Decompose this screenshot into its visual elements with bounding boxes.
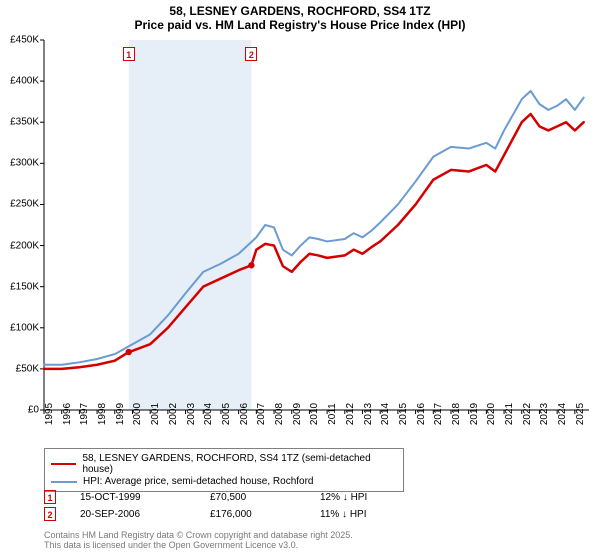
legend-swatch bbox=[51, 481, 77, 483]
sale-row: 2 20-SEP-2006£176,00011% ↓ HPI bbox=[44, 507, 430, 521]
sale-date: 20-SEP-2006 bbox=[80, 509, 210, 520]
x-tick-label: 2018 bbox=[451, 403, 462, 425]
attribution: Contains HM Land Registry data © Crown c… bbox=[44, 530, 353, 551]
y-tick-label: £50K bbox=[16, 363, 39, 374]
legend-item: 58, LESNEY GARDENS, ROCHFORD, SS4 1TZ (s… bbox=[51, 453, 397, 475]
x-tick-label: 2007 bbox=[256, 403, 267, 425]
x-tick-label: 2015 bbox=[398, 403, 409, 425]
chart-marker-1: 1 bbox=[123, 47, 135, 61]
title-line1: 58, LESNEY GARDENS, ROCHFORD, SS4 1TZ bbox=[0, 4, 600, 18]
sale-pct: 12% ↓ HPI bbox=[320, 492, 430, 503]
x-tick-label: 2003 bbox=[186, 403, 197, 425]
chart-marker-2: 2 bbox=[245, 47, 257, 61]
x-tick-label: 2020 bbox=[486, 403, 497, 425]
x-tick-label: 2009 bbox=[292, 403, 303, 425]
x-tick-label: 2025 bbox=[575, 403, 586, 425]
x-tick-label: 2004 bbox=[203, 403, 214, 425]
sale-date: 15-OCT-1999 bbox=[80, 492, 210, 503]
x-tick-label: 2010 bbox=[309, 403, 320, 425]
y-tick-label: £300K bbox=[10, 158, 39, 169]
y-tick-label: £350K bbox=[10, 117, 39, 128]
y-tick-label: £150K bbox=[10, 281, 39, 292]
shade-band bbox=[129, 40, 252, 410]
y-tick-label: £100K bbox=[10, 322, 39, 333]
legend: 58, LESNEY GARDENS, ROCHFORD, SS4 1TZ (s… bbox=[44, 448, 404, 492]
x-tick-label: 1996 bbox=[62, 403, 73, 425]
series-price_paid bbox=[44, 114, 584, 369]
x-tick-label: 2024 bbox=[557, 403, 568, 425]
y-tick-label: £200K bbox=[10, 240, 39, 251]
legend-swatch bbox=[51, 463, 76, 466]
chart-svg bbox=[44, 40, 589, 410]
x-tick-label: 1997 bbox=[79, 403, 90, 425]
x-tick-label: 2011 bbox=[327, 403, 338, 425]
y-tick-label: £400K bbox=[10, 76, 39, 87]
x-tick-label: 2023 bbox=[539, 403, 550, 425]
y-tick-label: £0 bbox=[28, 405, 39, 416]
sale-price: £176,000 bbox=[210, 509, 320, 520]
series-hpi bbox=[44, 91, 584, 365]
x-tick-label: 2016 bbox=[416, 403, 427, 425]
chart-title: 58, LESNEY GARDENS, ROCHFORD, SS4 1TZ Pr… bbox=[0, 0, 600, 32]
x-tick-label: 1999 bbox=[115, 403, 126, 425]
sale-row: 1 15-OCT-1999£70,50012% ↓ HPI bbox=[44, 490, 430, 504]
x-tick-label: 2012 bbox=[345, 403, 356, 425]
legend-label: 58, LESNEY GARDENS, ROCHFORD, SS4 1TZ (s… bbox=[82, 453, 397, 475]
x-tick-label: 2001 bbox=[150, 403, 161, 425]
x-tick-label: 1995 bbox=[44, 403, 55, 425]
y-tick-label: £450K bbox=[10, 35, 39, 46]
x-tick-label: 2021 bbox=[504, 403, 515, 425]
x-tick-label: 2017 bbox=[433, 403, 444, 425]
x-tick-label: 2014 bbox=[380, 403, 391, 425]
title-line2: Price paid vs. HM Land Registry's House … bbox=[0, 18, 600, 32]
sale-point-2 bbox=[248, 262, 254, 268]
sales-table: 1 15-OCT-1999£70,50012% ↓ HPI 2 20-SEP-2006… bbox=[44, 490, 430, 524]
chart-plot-area: £0£50K£100K£150K£200K£250K£300K£350K£400… bbox=[44, 40, 589, 410]
x-tick-label: 1998 bbox=[97, 403, 108, 425]
sale-marker: 1 bbox=[44, 490, 56, 504]
x-tick-label: 2002 bbox=[168, 403, 179, 425]
x-tick-label: 2000 bbox=[132, 403, 143, 425]
legend-label: HPI: Average price, semi-detached house,… bbox=[83, 476, 314, 487]
x-tick-label: 2005 bbox=[221, 403, 232, 425]
attribution-line1: Contains HM Land Registry data © Crown c… bbox=[44, 530, 353, 540]
x-tick-label: 2006 bbox=[239, 403, 250, 425]
sale-pct: 11% ↓ HPI bbox=[320, 509, 430, 520]
x-tick-label: 2019 bbox=[469, 403, 480, 425]
sale-point-1 bbox=[126, 349, 132, 355]
sale-price: £70,500 bbox=[210, 492, 320, 503]
sale-marker: 2 bbox=[44, 507, 56, 521]
y-tick-label: £250K bbox=[10, 199, 39, 210]
legend-item: HPI: Average price, semi-detached house,… bbox=[51, 476, 397, 487]
x-tick-label: 2008 bbox=[274, 403, 285, 425]
x-tick-label: 2013 bbox=[363, 403, 374, 425]
x-tick-label: 2022 bbox=[522, 403, 533, 425]
attribution-line2: This data is licensed under the Open Gov… bbox=[44, 540, 353, 550]
